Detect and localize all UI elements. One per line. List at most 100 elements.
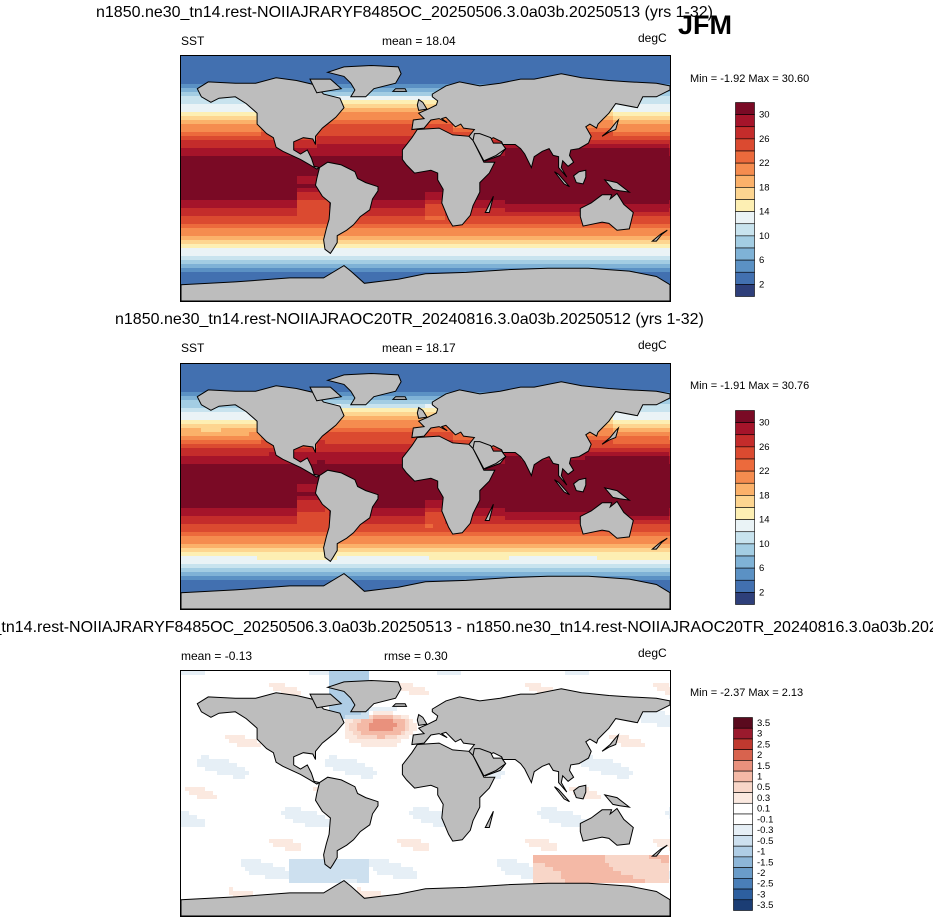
map-cell [237, 128, 242, 133]
map-cell [373, 116, 378, 121]
map-cell [401, 128, 406, 133]
map-cell [317, 192, 322, 197]
map-cell [201, 168, 206, 173]
map-cell [361, 132, 366, 137]
map-cell [261, 136, 266, 141]
map-cell [653, 148, 658, 153]
map-cell [349, 108, 354, 113]
map-cell [305, 212, 310, 217]
map-cell [233, 212, 238, 217]
map-cell [309, 204, 314, 209]
map-cell [285, 56, 290, 61]
map-cell [393, 84, 398, 89]
map-cell [505, 192, 510, 197]
map-cell [185, 188, 190, 193]
map-cell [533, 68, 538, 73]
map-cell [341, 156, 346, 161]
map-cell [261, 180, 266, 185]
map-cell [361, 112, 366, 117]
map-cell [181, 84, 186, 89]
map-cell [405, 72, 410, 77]
map-cell [477, 200, 482, 205]
map-cell [517, 184, 522, 189]
map-cell [653, 116, 658, 121]
map-cell [377, 180, 382, 185]
map-cell [445, 124, 450, 129]
map-cell [573, 152, 578, 157]
map-cell [645, 172, 650, 177]
map-cell [641, 172, 646, 177]
map-cell [613, 68, 618, 73]
map-cell [525, 172, 530, 177]
map-cell [509, 196, 514, 201]
map-cell [377, 144, 382, 149]
map-cell [213, 144, 218, 149]
map-cell [393, 128, 398, 133]
map-cell [217, 192, 222, 197]
map-cell [429, 68, 434, 73]
map-cell [181, 164, 186, 169]
map-cell [369, 120, 374, 125]
map-cell [181, 108, 186, 113]
map-cell [625, 120, 630, 125]
map-cell [625, 76, 630, 81]
map-cell [629, 64, 634, 69]
map-cell [661, 132, 666, 137]
map-cell [381, 212, 386, 217]
map-cell [197, 116, 202, 121]
map-cell [553, 64, 558, 69]
map-cell [533, 156, 538, 161]
map-cell [633, 108, 638, 113]
map-cell [313, 176, 318, 181]
map-cell [597, 168, 602, 173]
map-cell [421, 184, 426, 189]
map-cell [245, 152, 250, 157]
map-cell [661, 64, 666, 69]
map-cell [353, 136, 358, 141]
map-cell [409, 88, 414, 93]
map-cell [573, 188, 578, 193]
map-cell [293, 204, 298, 209]
map-cell [621, 184, 626, 189]
map-cell [381, 200, 386, 205]
map-cell [437, 72, 442, 77]
map-cell [645, 196, 650, 201]
map-cell [617, 160, 622, 165]
map-cell [589, 168, 594, 173]
map-cell [397, 172, 402, 177]
map-cell [373, 176, 378, 181]
map-cell [273, 156, 278, 161]
map-cell [253, 152, 258, 157]
map-cell [641, 164, 646, 169]
map-cell [205, 152, 210, 157]
map-cell [369, 212, 374, 217]
map-cell [593, 184, 598, 189]
map-cell [625, 168, 630, 173]
map-cell [225, 188, 230, 193]
map-cell [285, 188, 290, 193]
panel1-units-label: degC [638, 31, 667, 45]
map-cell [629, 68, 634, 73]
map-cell [181, 204, 186, 209]
map-cell [625, 184, 630, 189]
map-cell [225, 144, 230, 149]
map-cell [541, 196, 546, 201]
map-cell [645, 108, 650, 113]
map-cell [449, 128, 454, 133]
map-cell [553, 204, 558, 209]
map-cell [345, 84, 350, 89]
map-cell [649, 208, 654, 213]
map-cell [209, 76, 214, 81]
map-cell [633, 200, 638, 205]
map-cell [301, 140, 306, 145]
map-cell [321, 140, 326, 145]
map-cell [253, 56, 258, 61]
map-cell [277, 160, 282, 165]
map-cell [637, 56, 642, 61]
map-cell [341, 124, 346, 129]
map-cell [661, 100, 666, 105]
map-cell [621, 164, 626, 169]
map-cell [493, 140, 498, 145]
map-cell [661, 160, 666, 165]
map-cell [493, 208, 498, 213]
